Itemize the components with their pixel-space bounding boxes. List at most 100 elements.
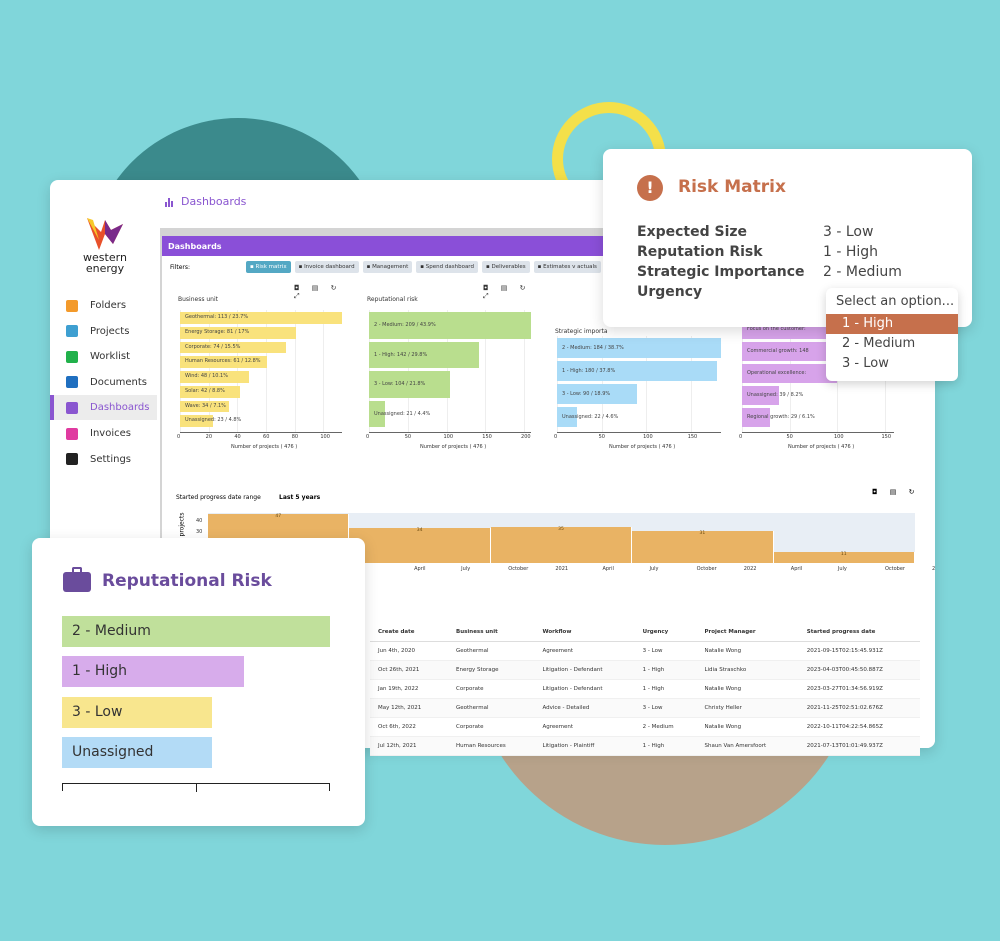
gridline xyxy=(266,310,268,432)
bar-unassigned[interactable]: Unassigned: 21 / 4.4% xyxy=(369,400,430,427)
list-icon xyxy=(66,350,78,363)
bar-unassigned[interactable]: Unassigned: 39 / 8.2% xyxy=(742,386,803,405)
bar-corporate[interactable]: Corporate: 74 / 15.5% xyxy=(180,341,287,354)
table-cell: 1 - High xyxy=(634,660,697,680)
table-row[interactable]: Oct 26th, 2021 Energy Storage Litigation -… xyxy=(370,660,920,680)
bar-1---high[interactable]: 1 - High: 142 / 29.8% xyxy=(369,341,480,368)
timeline-title: Started progress date range xyxy=(176,494,261,501)
risk-matrix-title: Risk Matrix xyxy=(678,177,786,197)
sidebar-item-label: Folders xyxy=(90,300,127,311)
timeline-bar-2020[interactable]: 34 xyxy=(349,527,491,563)
y-tick-label: 30 xyxy=(196,528,203,535)
table-cell: Natalie Wong xyxy=(696,679,799,699)
filter-invoice-dashboard[interactable]: ▪ Invoice dashboard xyxy=(294,261,359,273)
dropdown-option[interactable]: 1 - High xyxy=(826,314,958,334)
dropdown-option[interactable]: 3 - Low xyxy=(842,356,889,371)
sidebar-item-documents[interactable]: Documents xyxy=(50,370,157,395)
x-tick-label: 2022 xyxy=(743,566,757,572)
table-row[interactable]: May 12th, 2021 Geothermal Advice - Detaile… xyxy=(370,698,920,718)
bar-geothermal[interactable]: Geothermal: 113 / 23.7% xyxy=(180,312,342,324)
page-title-text: Dashboards xyxy=(181,195,247,208)
column-header[interactable]: Urgency xyxy=(634,623,697,642)
timeline-range: Last 5 years xyxy=(279,494,321,501)
table-cell: Human Resources xyxy=(448,736,535,756)
chart-3: Strategic importa 0 50 100 150 2 - Medium: 18… xyxy=(553,286,735,456)
sidebar-item-folders[interactable]: Folders xyxy=(50,293,157,318)
x-tick-label: 150 xyxy=(881,434,892,440)
urgency-dropdown[interactable]: Select an option... 1 - High 2 - Medium 3 … xyxy=(826,288,958,381)
table-row[interactable]: Jan 19th, 2022 Corporate Litigation - Defe… xyxy=(370,679,920,699)
x-axis-title: Number of projects ( 476 ) xyxy=(609,444,676,450)
bar-2---medium[interactable]: 2 - Medium: 184 / 38.7% xyxy=(557,338,721,358)
table-row[interactable]: Oct 6th, 2022 Corporate Agreement 2 - Mediu… xyxy=(370,717,920,737)
chart-title: Reputational risk xyxy=(367,296,418,303)
bar-wave[interactable]: Wave: 34 / 7.1% xyxy=(180,400,229,413)
brand-line2: energy xyxy=(85,262,125,275)
sidebar-item-settings[interactable]: Settings xyxy=(50,447,157,472)
x-tick-label: 50 xyxy=(598,434,605,440)
card-axis xyxy=(62,783,330,792)
table-cell: 2021-09-15T02:15:45.931Z xyxy=(798,641,920,661)
table-row[interactable]: Jul 12th, 2021 Human Resources Litigation … xyxy=(370,736,920,756)
reputational-risk-card: Reputational Risk 2 - Medium 1 - High 3 - … xyxy=(32,538,365,826)
timeline-bar-2022[interactable]: 31 xyxy=(632,530,774,563)
x-axis xyxy=(180,432,342,433)
sidebar-item-invoices[interactable]: Invoices xyxy=(50,421,157,446)
x-tick-label: October xyxy=(508,566,529,572)
dropdown-option[interactable]: 2 - Medium xyxy=(842,336,916,351)
bar-unassigned[interactable]: Unassigned: 22 / 4.6% xyxy=(557,407,618,427)
table-cell: Corporate xyxy=(448,717,535,737)
filter-estimates-v-actuals[interactable]: ▪ Estimates v actuals xyxy=(533,261,601,273)
timeline-toolbar[interactable]: ◘ ▤ ↻ xyxy=(872,488,920,496)
x-tick-label: July xyxy=(837,566,847,572)
column-header[interactable]: Create date xyxy=(370,623,449,642)
x-tick-label: 100 xyxy=(643,434,653,440)
filters-label: Filters: xyxy=(170,263,191,271)
chart-toolbar[interactable]: ◘ ▤ ↻ ⤢ xyxy=(483,284,531,300)
bar-3---low[interactable]: 3 - Low: 104 / 21.8% xyxy=(369,371,450,398)
briefcase-icon xyxy=(63,567,91,592)
sidebar-item-dashboards[interactable]: Dashboards xyxy=(50,395,157,421)
x-tick-label: 50 xyxy=(786,434,793,440)
timeline-bar-2023[interactable]: 11 xyxy=(773,551,915,563)
table-row[interactable]: Jun 4th, 2020 Geothermal Agreement 3 - Low N… xyxy=(370,641,920,661)
sidebar-item-worklist[interactable]: Worklist xyxy=(50,344,157,369)
chart-toolbar[interactable]: ◘ ▤ ↻ ⤢ xyxy=(294,284,342,300)
bar-solar[interactable]: Solar: 42 / 8.8% xyxy=(180,385,241,398)
bar-unassigned[interactable]: Unassigned: 23 / 4.8% xyxy=(180,415,241,427)
bar-value: 31 xyxy=(699,530,706,536)
column-header[interactable]: Started progress date xyxy=(798,623,920,642)
bar-energy-storage[interactable]: Energy Storage: 81 / 17% xyxy=(180,326,297,339)
bar-wind[interactable]: Wind: 48 / 10.1% xyxy=(180,371,249,383)
bar-2---medium[interactable]: 2 - Medium: 209 / 43.9% xyxy=(369,312,531,339)
rep-bar-1---high[interactable]: 1 - High xyxy=(62,656,245,688)
column-header[interactable]: Project Manager xyxy=(696,623,799,642)
dropdown-placeholder[interactable]: Select an option... xyxy=(836,294,955,309)
sidebar-item-label: Projects xyxy=(90,325,130,337)
x-axis-title: Number of projects ( 476 ) xyxy=(420,444,487,450)
x-tick-label: October xyxy=(884,566,905,572)
column-header[interactable]: Business unit xyxy=(448,623,535,642)
rep-bar-unassigned[interactable]: Unassigned xyxy=(62,736,212,768)
gridline xyxy=(485,310,487,432)
timeline-bar-2021[interactable]: 35 xyxy=(490,526,633,563)
sidebar-item-label: Settings xyxy=(90,453,132,465)
bar-value: 35 xyxy=(558,526,564,532)
filter-spend-dashboard[interactable]: ▪ Spend dashboard xyxy=(416,261,478,273)
filter-management[interactable]: ▪ Management xyxy=(362,261,413,273)
table-cell: Oct 26th, 2021 xyxy=(370,660,449,680)
sidebar-item-projects[interactable]: Projects xyxy=(50,319,157,344)
bar-human-resources[interactable]: Human Resources: 61 / 12.8% xyxy=(180,356,268,368)
bar-operational-excellence[interactable]: Operational excellence: xyxy=(742,364,837,383)
rep-bar-2---medium[interactable]: 2 - Medium xyxy=(62,616,330,647)
table-cell: Shaun Van Amersfoort xyxy=(696,736,799,756)
column-header[interactable]: Workflow xyxy=(534,623,635,642)
bar-1---high[interactable]: 1 - High: 180 / 37.8% xyxy=(557,361,718,381)
bar-3---low[interactable]: 3 - Low: 90 / 18.9% xyxy=(557,384,638,404)
gridline xyxy=(323,310,325,432)
rep-bar-3---low[interactable]: 3 - Low xyxy=(62,696,212,728)
filter-deliverables[interactable]: ▪ Deliverables xyxy=(481,261,530,273)
filter-risk-matrix[interactable]: ▪ Risk matrix xyxy=(246,261,291,273)
bar-regional-growth[interactable]: Regional growth: 29 / 6.1% xyxy=(742,408,815,427)
chart-title: Strategic importa xyxy=(555,328,608,335)
